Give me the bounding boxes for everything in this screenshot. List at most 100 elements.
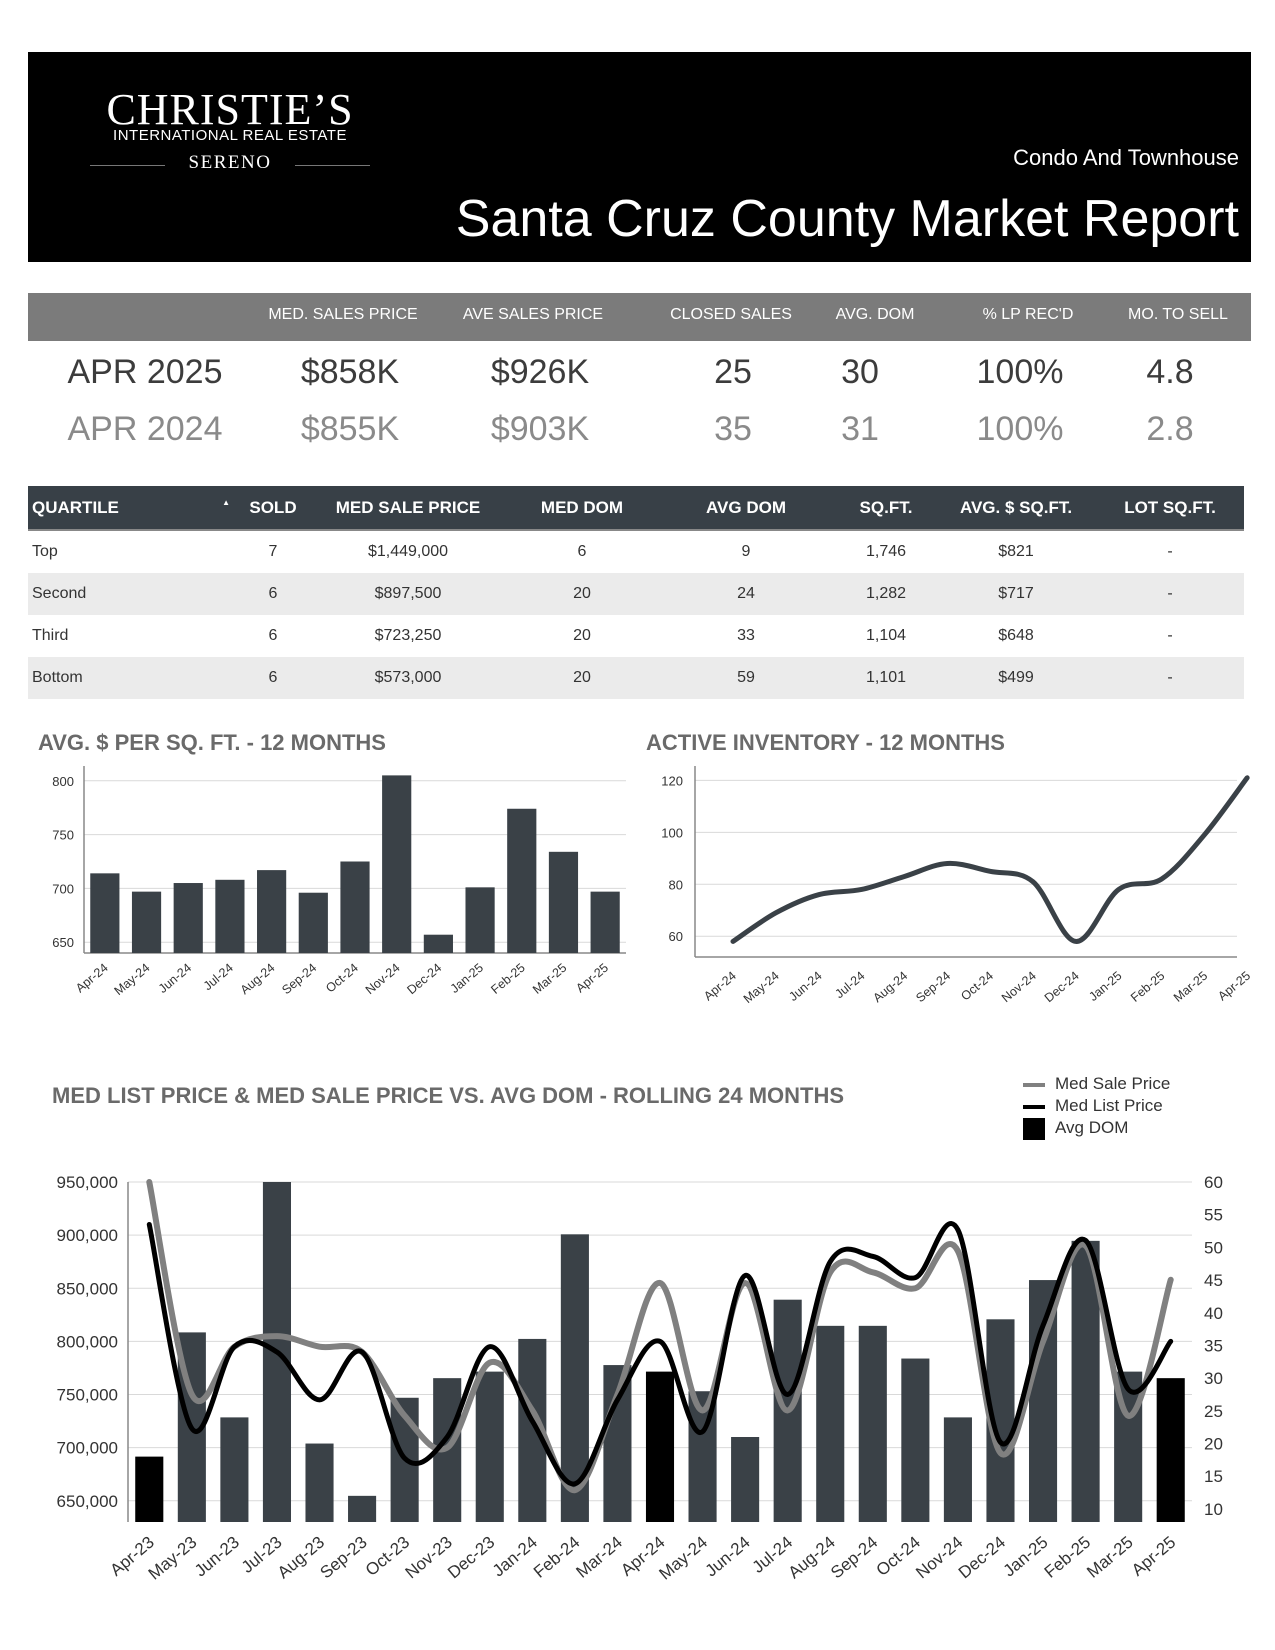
table-cell: 24 <box>656 573 836 615</box>
dom-bar-Feb-25 <box>1071 1240 1100 1522</box>
table-cell: 7 <box>268 543 278 560</box>
x-tick-label: Feb-25 <box>1041 1533 1094 1582</box>
y-tick-label: 750 <box>52 828 74 843</box>
column-header-med-dom[interactable]: MED DOM <box>508 486 656 531</box>
table-cell: 1,282 <box>836 573 936 615</box>
logo-divider-right <box>295 165 370 166</box>
x-tick-label: May-24 <box>112 961 153 999</box>
y-left-tick-label: 850,000 <box>57 1279 118 1298</box>
table-cell: 6 <box>238 657 308 699</box>
x-tick-label: Dec-23 <box>444 1533 498 1583</box>
x-tick-label: May-24 <box>741 969 782 1007</box>
x-tick-label: Dec-24 <box>1042 969 1082 1006</box>
x-tick-label: Feb-25 <box>1128 969 1167 1005</box>
summary-current-closed-sales: 25 <box>714 353 752 391</box>
summary-previous-med-price: $855K <box>300 410 400 448</box>
table-cell: 59 <box>656 657 836 699</box>
y-tick-label: 700 <box>52 881 74 896</box>
bar-May-24 <box>131 891 162 953</box>
y-tick-label: 100 <box>661 825 683 840</box>
x-tick-label: Nov-23 <box>402 1533 456 1583</box>
table-cell: 9 <box>741 543 751 560</box>
x-tick-label: Jan-25 <box>1000 1533 1052 1581</box>
inventory-chart-title: ACTIVE INVENTORY - 12 MONTHS <box>646 730 1005 755</box>
table-cell: - <box>1096 573 1244 615</box>
column-header-avg-dom[interactable]: AVG DOM <box>656 486 836 531</box>
x-tick-label: Nov-24 <box>363 961 403 998</box>
x-tick-label: Aug-23 <box>274 1533 328 1583</box>
legend-item-avg-dom: Avg DOM <box>1023 1118 1128 1140</box>
table-cell: 6 <box>268 627 278 644</box>
x-tick-label: Jan-25 <box>448 961 486 996</box>
y-left-tick-label: 900,000 <box>57 1226 118 1245</box>
med-list-price-line <box>146 1221 1174 1487</box>
column-header-sold[interactable]: SOLD <box>238 486 308 531</box>
x-tick-label: Dec-24 <box>955 1533 1009 1583</box>
table-row: Third 6 $723,250 20 33 1,104 $648 - <box>28 615 1244 657</box>
summary-previous-lp-recd: 100% <box>976 410 1064 448</box>
summary-previous-closed-sales: 35 <box>714 410 752 448</box>
x-tick-label: Sep-24 <box>279 961 319 998</box>
dom-bar-Oct-24 <box>901 1358 930 1522</box>
legend-item-med-sale-price: Med Sale Price <box>1023 1074 1170 1094</box>
x-tick-label: Jun-24 <box>156 961 194 996</box>
table-cell: $499 <box>936 657 1096 699</box>
table-cell: $573,000 <box>308 657 508 699</box>
bar-Jul-24 <box>215 879 245 953</box>
summary-previous-avg-dom: 31 <box>841 410 879 448</box>
dom-bar-Apr-24 <box>645 1371 675 1522</box>
quartile-table-header-row: QUARTILE ▲ SOLD MED SALE PRICE MED DOM AV… <box>28 486 1244 531</box>
bar-Feb-25 <box>507 808 537 953</box>
office-name: SERENO <box>188 152 272 173</box>
x-tick-label: Jun-24 <box>702 1533 754 1581</box>
y-left-tick-label: 800,000 <box>57 1332 118 1351</box>
data-point-Dec-24 <box>1075 940 1077 942</box>
table-cell: - <box>1096 657 1244 699</box>
logo-divider-left <box>90 165 165 166</box>
table-cell: Third <box>32 627 69 644</box>
sort-ascending-icon[interactable]: ▲ <box>222 497 230 507</box>
y-right-tick-label: 45 <box>1204 1271 1223 1290</box>
y-tick-label: 650 <box>52 935 74 950</box>
summary-current-label: APR 2025 <box>67 353 223 391</box>
y-right-tick-label: 50 <box>1204 1238 1223 1257</box>
x-tick-label: Oct-24 <box>323 961 361 996</box>
y-right-tick-label: 20 <box>1204 1435 1223 1454</box>
report-title: Santa Cruz County Market Report <box>455 190 1239 248</box>
data-point-Oct-24 <box>989 870 991 872</box>
data-point-Jun-24 <box>818 894 820 896</box>
table-cell: 6 <box>577 543 587 560</box>
x-tick-label: Sep-23 <box>316 1533 370 1583</box>
table-row: Bottom 6 $573,000 20 59 1,101 $499 - <box>28 657 1244 699</box>
x-tick-label: Apr-24 <box>701 969 739 1004</box>
inventory-line <box>730 775 1250 944</box>
legend-line-black-icon <box>1023 1105 1045 1109</box>
summary-header-med-sales-price: MED. SALES PRICE <box>268 306 418 323</box>
inventory-line-chart: 60 80 100 120 Apr-24 May-24 Jun-24 Jul-24 Aug-24… <box>661 766 1253 1007</box>
column-header-lot-sqft[interactable]: LOT SQ.FT. <box>1096 486 1244 531</box>
bar-Oct-24 <box>340 861 370 953</box>
data-point-Feb-25 <box>1160 878 1162 880</box>
rolling-combo-chart: 650,000 700,000 750,000 800,000 850,000 900,0… <box>57 1173 1223 1584</box>
bar-Apr-24 <box>90 873 120 953</box>
column-header-sqft[interactable]: SQ.FT. <box>836 486 936 531</box>
dom-bar-Sep-24 <box>858 1325 887 1522</box>
summary-previous-ave-price: $903K <box>490 410 590 448</box>
summary-previous-mo-to-sell: 2.8 <box>1146 410 1194 448</box>
data-point-Jul-24 <box>861 888 863 890</box>
column-header-med-sale-price[interactable]: MED SALE PRICE <box>308 486 508 531</box>
y-left-tick-label: 950,000 <box>57 1173 118 1192</box>
ppsf-chart-title: AVG. $ PER SQ. FT. - 12 MONTHS <box>38 730 386 755</box>
table-cell: Top <box>32 543 58 560</box>
table-cell: 1,104 <box>865 627 907 644</box>
y-tick-label: 80 <box>669 877 683 892</box>
column-header-avg-price-per-sqft[interactable]: AVG. $ SQ.FT. <box>936 486 1096 531</box>
brand-tagline: INTERNATIONAL REAL ESTATE <box>113 127 347 144</box>
y-right-tick-label: 30 <box>1204 1369 1223 1388</box>
column-header-quartile[interactable]: QUARTILE ▲ <box>28 486 238 531</box>
ppsf-bar-chart: 650 700 750 800 Apr-24 May-24 Jun-24 Jul-24 Aug-… <box>52 766 626 999</box>
report-header: CHRISTIE’S INTERNATIONAL REAL ESTATE SER… <box>28 52 1251 262</box>
quartile-table: QUARTILE ▲ SOLD MED SALE PRICE MED DOM AV… <box>28 486 1244 699</box>
x-tick-label: May-23 <box>145 1533 201 1584</box>
bar-Aug-24 <box>257 870 287 953</box>
